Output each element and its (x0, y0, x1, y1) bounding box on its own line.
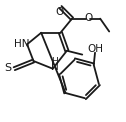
Text: HN: HN (14, 39, 29, 49)
Text: OH: OH (88, 44, 104, 54)
Text: O: O (55, 7, 63, 17)
Text: S: S (4, 63, 11, 73)
Text: N: N (51, 62, 59, 72)
Text: H: H (51, 57, 58, 66)
Text: O: O (85, 13, 93, 23)
